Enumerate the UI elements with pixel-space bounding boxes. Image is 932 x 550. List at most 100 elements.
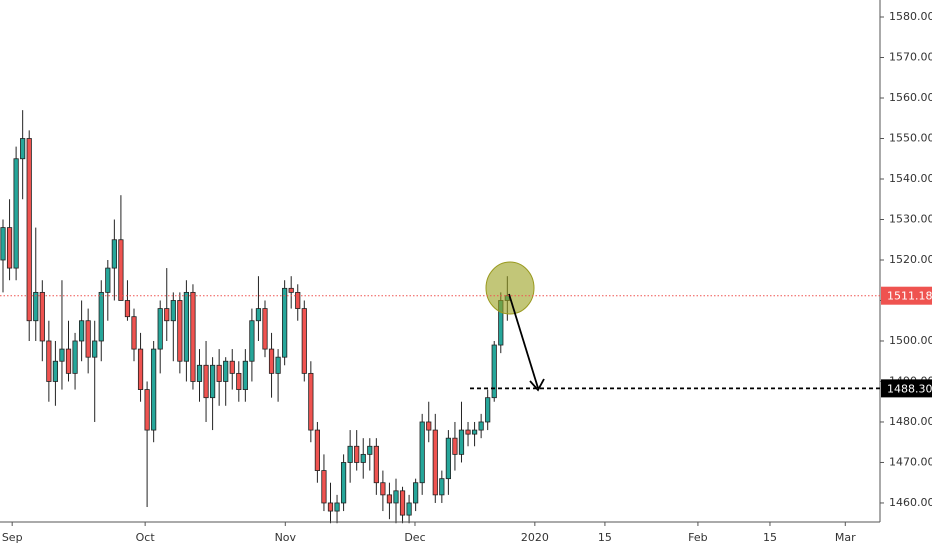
candle-body	[229, 360, 235, 374]
candle-body	[327, 502, 334, 512]
candle-body	[445, 437, 451, 480]
candle-body	[79, 320, 85, 342]
candle-body	[268, 348, 275, 374]
candle-body	[406, 502, 412, 516]
candle-body	[295, 291, 301, 309]
candle-body	[262, 308, 268, 350]
price-label-box	[881, 286, 932, 305]
candle-body	[478, 421, 484, 431]
candle-body	[242, 360, 248, 390]
candle-body	[347, 445, 353, 463]
candle-body	[85, 320, 91, 358]
y-tick-label: 1580.00	[889, 10, 932, 23]
candle-body	[282, 287, 288, 358]
candle-body	[151, 348, 157, 431]
candle-body	[0, 227, 6, 261]
candle-body	[190, 291, 196, 382]
candle-body	[485, 397, 491, 423]
candle-body	[301, 308, 307, 374]
candle-body	[46, 340, 52, 382]
candle-body	[360, 453, 366, 463]
x-tick-label: 15	[763, 531, 777, 544]
candle-body	[354, 445, 360, 463]
candle-body	[452, 437, 458, 455]
candle-body	[223, 360, 229, 382]
candle-body	[340, 462, 347, 504]
candle-body	[491, 344, 497, 399]
candle-body	[399, 490, 406, 516]
candle-body	[33, 291, 39, 322]
candle-body	[288, 287, 294, 293]
candle-body	[131, 316, 137, 350]
candle-body	[314, 429, 320, 471]
candle-body	[39, 291, 45, 342]
y-tick-label: 1540.00	[889, 172, 932, 185]
price-label-box	[881, 379, 932, 398]
candle-body	[177, 300, 183, 362]
x-tick-label: 2020	[521, 531, 549, 544]
candle-body	[439, 478, 445, 496]
arrow-head	[529, 378, 545, 392]
candle-body	[275, 356, 281, 374]
price-label: 1488.30	[887, 382, 932, 395]
x-tick-label: Nov	[275, 531, 297, 544]
candle-body	[380, 482, 386, 496]
candle-body	[236, 372, 242, 390]
candle-body	[432, 429, 438, 496]
x-tick-label: Feb	[688, 531, 707, 544]
y-tick-label: 1570.00	[889, 51, 932, 64]
y-tick-label: 1500.00	[889, 334, 932, 347]
candle-body	[157, 308, 163, 350]
candle-body	[308, 372, 314, 431]
candle-body	[465, 429, 471, 435]
candle-body	[367, 445, 373, 455]
candle-body	[59, 348, 65, 362]
candle-body	[105, 267, 111, 293]
candle-body	[13, 158, 19, 269]
candle-body	[393, 490, 399, 504]
candle-body	[471, 429, 478, 435]
candle-body	[65, 348, 72, 374]
plot-area	[0, 110, 510, 524]
candle-body	[249, 320, 255, 362]
highlight-ellipse	[485, 261, 535, 315]
candle-body	[144, 389, 150, 431]
candle-body	[209, 364, 216, 399]
candle-body	[118, 239, 124, 301]
candle-body	[413, 482, 419, 504]
candle-body	[124, 300, 131, 318]
y-tick-label: 1460.00	[889, 496, 932, 509]
candle-body	[216, 364, 222, 382]
y-tick-label: 1530.00	[889, 212, 932, 225]
y-tick-label: 1550.00	[889, 131, 932, 144]
candle-body	[20, 138, 26, 160]
candle-body	[52, 360, 59, 382]
x-tick-label: Mar	[835, 531, 856, 544]
candle-body	[419, 421, 425, 484]
x-tick-label: Sep	[2, 531, 23, 544]
x-tick-label: Dec	[404, 531, 425, 544]
y-tick-label: 1520.00	[889, 253, 932, 266]
candle-body	[334, 502, 340, 512]
candle-body	[164, 308, 170, 322]
candle-body	[373, 445, 379, 484]
candle-body	[137, 348, 144, 390]
candle-body	[72, 340, 78, 374]
y-tick-label: 1470.00	[889, 455, 932, 468]
candle-body	[321, 470, 327, 504]
candle-body	[98, 291, 104, 342]
candle-body	[458, 429, 465, 455]
candle-body	[183, 291, 190, 362]
candle-body	[170, 300, 176, 322]
candle-body	[255, 308, 262, 322]
arrow-shaft	[508, 293, 539, 389]
y-tick-label: 1480.00	[889, 415, 932, 428]
price-label: 1511.18	[887, 290, 932, 303]
y-tick-label: 1560.00	[889, 91, 932, 104]
candle-body	[196, 364, 203, 382]
candle-body	[426, 421, 432, 431]
candle-body	[203, 364, 209, 399]
candle-body	[26, 138, 32, 322]
